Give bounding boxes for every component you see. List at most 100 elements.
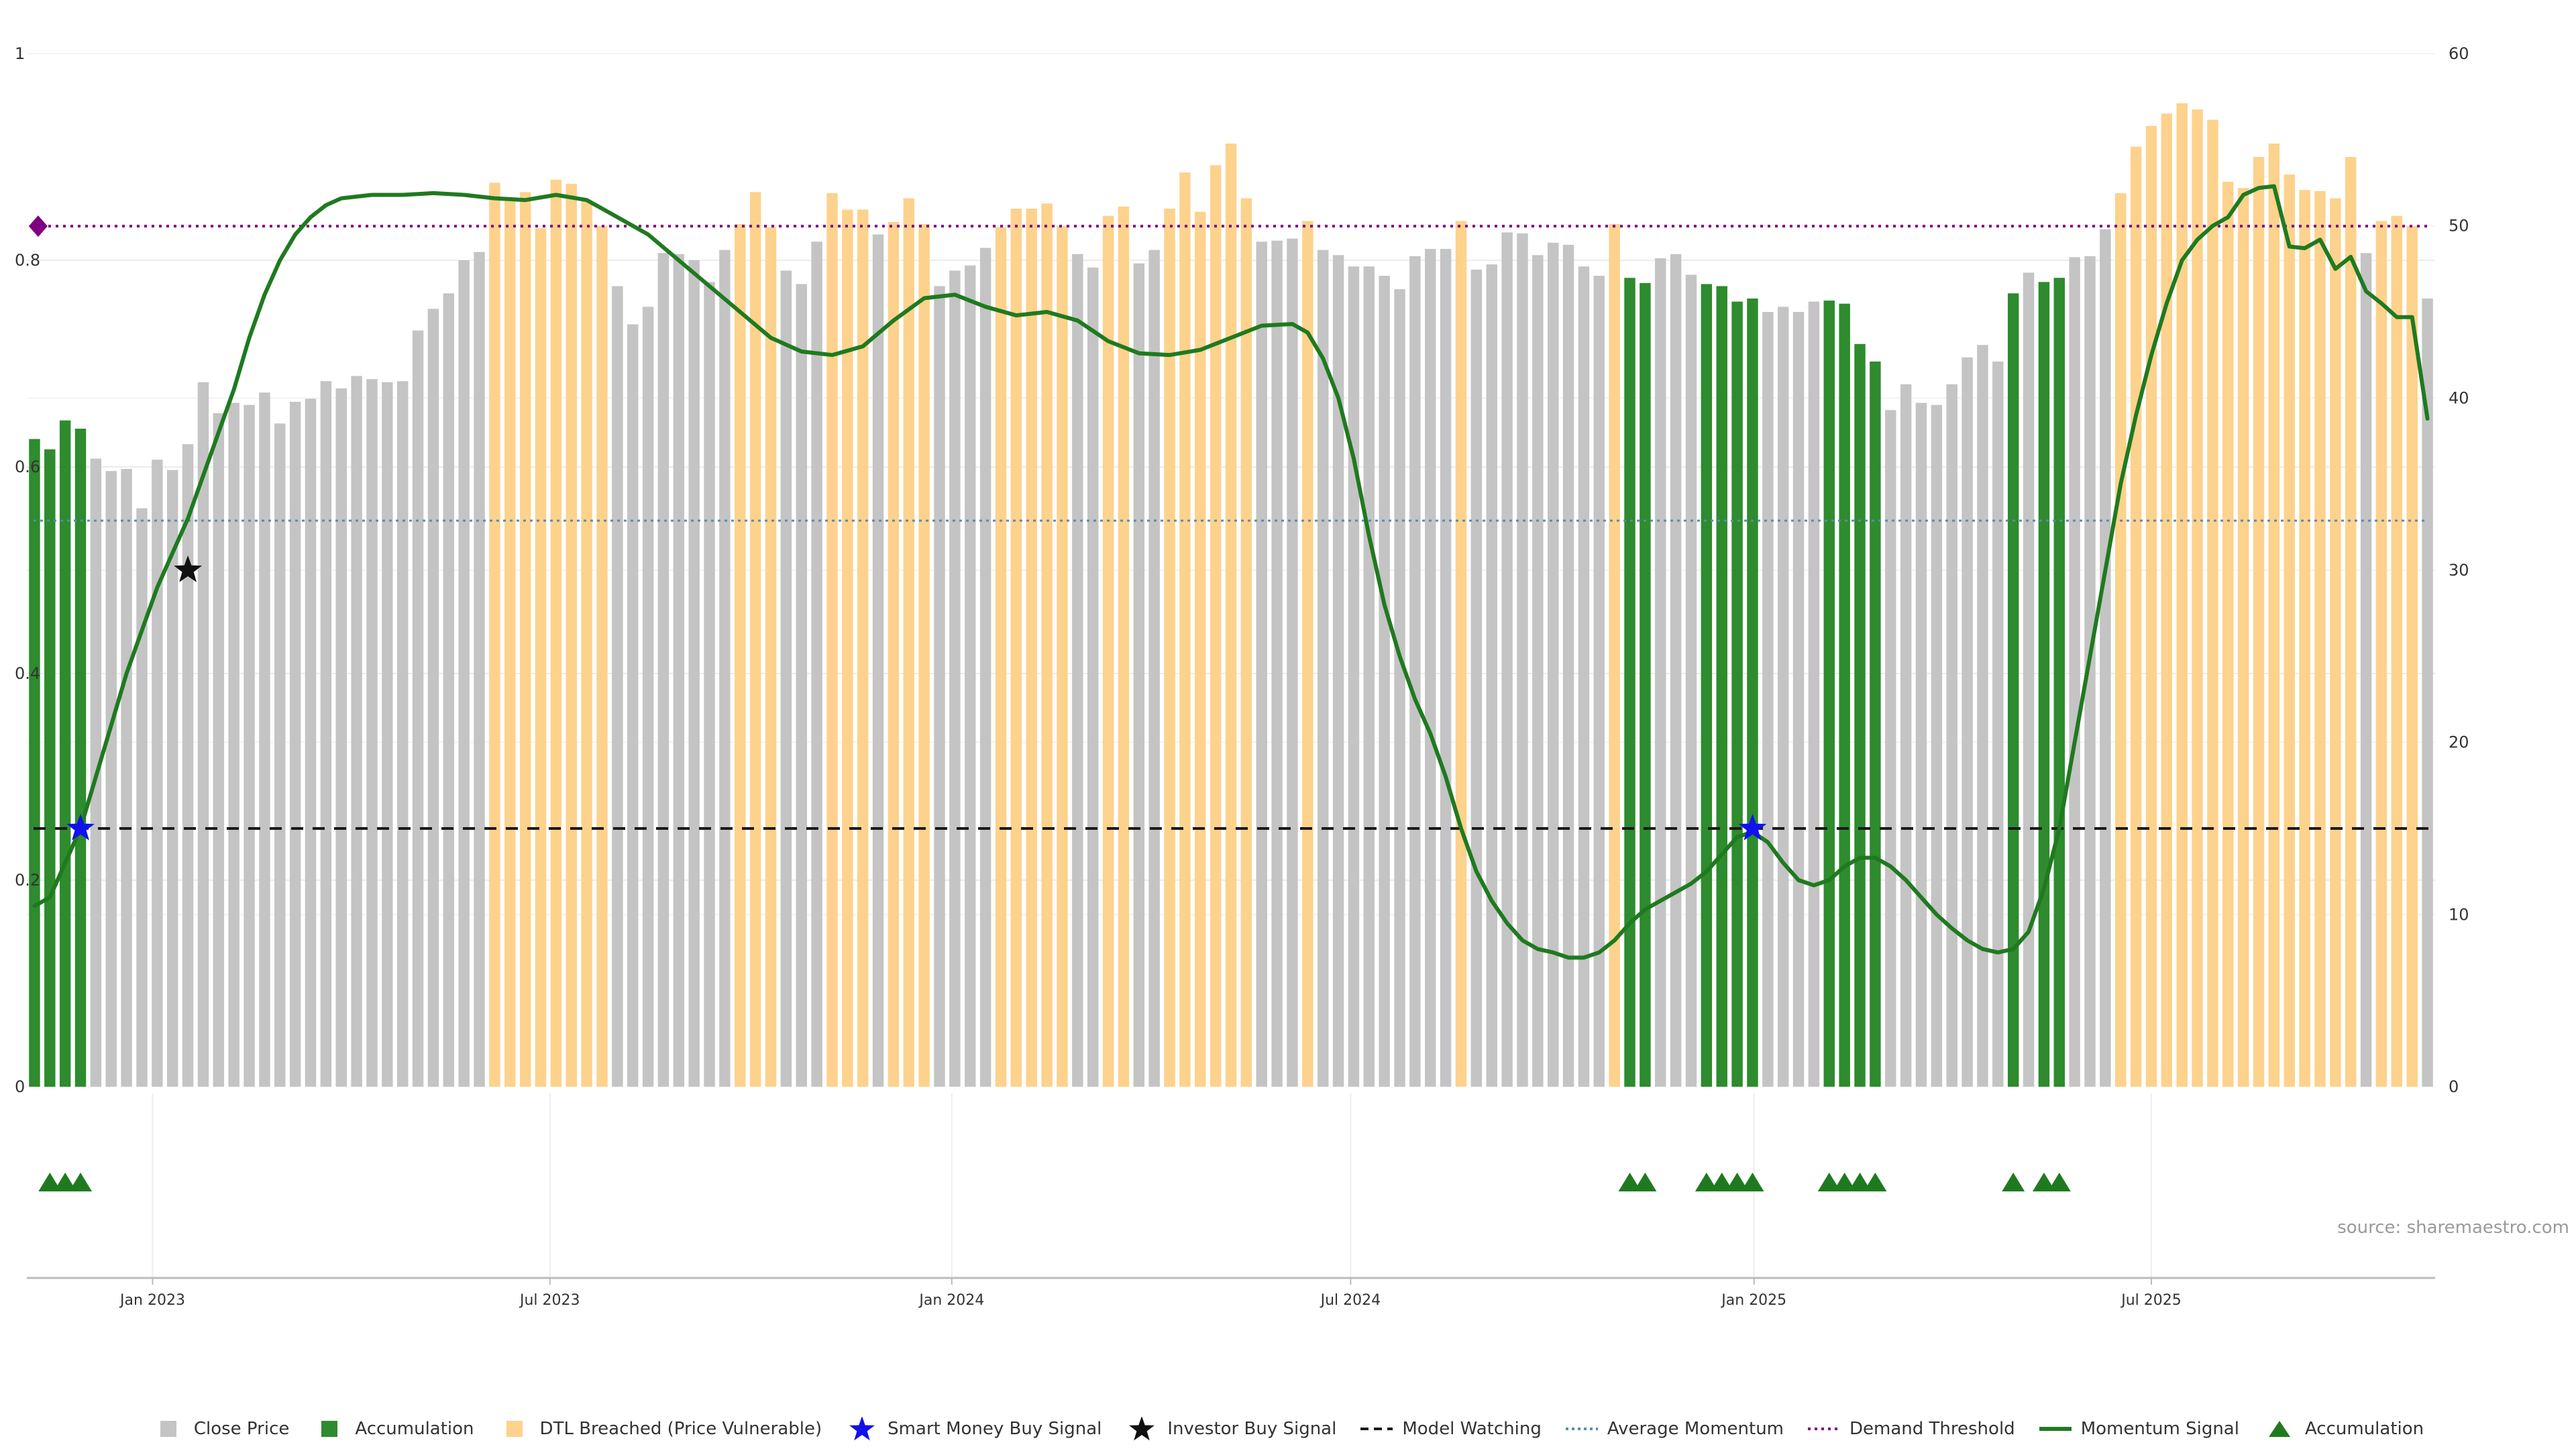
dtl-breached-bar: [2406, 226, 2418, 1087]
close-price-bar: [412, 330, 424, 1087]
close-price-bar: [1486, 264, 1497, 1087]
accumulation-bar: [1870, 361, 1881, 1087]
smart-money-buy-signal-icon: [66, 814, 95, 841]
signal-markers: [28, 215, 1767, 841]
accumulation-bar: [1716, 286, 1727, 1087]
left-axis-tick-label: 0.4: [15, 664, 40, 683]
momentum-signal-line: [32, 184, 2430, 960]
close-price-bar: [351, 376, 362, 1087]
dtl-breached-bar: [1102, 215, 1114, 1087]
close-price-bar: [1777, 307, 1789, 1087]
close-price-bar: [136, 508, 148, 1087]
close-price-bar: [1394, 289, 1405, 1087]
dtl-breached-bar: [1210, 165, 1222, 1087]
accumulation-bar: [2038, 282, 2050, 1087]
close-price-bar: [382, 382, 393, 1087]
close-price-bar: [1363, 266, 1375, 1087]
close-price-bar: [2023, 272, 2035, 1087]
dtl-breached-bar: [2268, 143, 2280, 1087]
right-axis-tick-label: 50: [2449, 217, 2469, 235]
close-price-bar: [1808, 301, 1820, 1087]
dtl-breached-bar: [550, 179, 562, 1087]
right-axis-tick-label: 10: [2449, 905, 2469, 924]
dtl-breached-bar: [2176, 103, 2188, 1087]
legend-swatch-average-momentum-icon: [1565, 1428, 1598, 1430]
close-price-bar: [2084, 256, 2096, 1087]
legend-item-dtl-breached: DTL Breached (Price Vulnerable): [498, 1417, 822, 1441]
dtl-breached-bar: [1240, 198, 1252, 1087]
legend-swatch-accumulation-icon: [321, 1421, 338, 1437]
close-price-bar: [1317, 250, 1329, 1087]
dtl-breached-bar: [2299, 190, 2310, 1087]
x-axis-tick-label: Jan 2023: [119, 1292, 185, 1309]
dtl-breached-bar: [489, 182, 500, 1087]
close-price-bar: [1593, 276, 1605, 1087]
close-price-bar: [1885, 410, 1896, 1087]
close-price-bar: [627, 324, 639, 1087]
accumulation-triangle-icon: [1710, 1173, 1733, 1191]
dtl-breached-bar: [826, 193, 838, 1087]
close-price-bar: [979, 248, 991, 1087]
accumulation-bar: [1854, 343, 1866, 1087]
legend: Close Price Accumulation DTL Breached (Pri…: [0, 1409, 2576, 1449]
close-price-bar: [1992, 361, 2004, 1087]
accumulation-triangle-icon: [1695, 1173, 1718, 1191]
legend-item-average-momentum: Average Momentum: [1565, 1417, 1784, 1441]
accumulation-triangle-icon: [2032, 1173, 2055, 1191]
legend-label: Accumulation: [2304, 1419, 2424, 1439]
accumulation-triangle-icon: [54, 1173, 77, 1191]
close-price-bar: [934, 286, 945, 1087]
dtl-breached-bar: [2284, 174, 2296, 1087]
accumulation-bar: [1731, 301, 1743, 1087]
investor-buy-signal-icon: [174, 555, 202, 582]
dtl-breached-bar: [1455, 221, 1467, 1087]
close-price-bar: [1148, 250, 1160, 1087]
close-price-bar: [213, 413, 225, 1087]
legend-item-investor: Investor Buy Signal: [1126, 1417, 1336, 1441]
accumulation-bar: [1701, 284, 1713, 1087]
dtl-breached-bar: [504, 200, 516, 1087]
dtl-breached-bar: [842, 209, 853, 1087]
legend-item-smart-money: Smart Money Buy Signal: [846, 1417, 1102, 1441]
close-price-bar: [1501, 232, 1513, 1087]
close-price-bar: [289, 401, 301, 1087]
close-price-bar: [872, 234, 884, 1087]
close-price-bar: [2069, 257, 2080, 1087]
legend-item-accumulation-marker: Accumulation: [2263, 1417, 2424, 1441]
dtl-breached-bar: [2345, 157, 2357, 1087]
legend-label: Model Watching: [1402, 1419, 1542, 1439]
close-price-bar: [1072, 254, 1083, 1087]
accumulation-triangle-icon: [1618, 1173, 1642, 1191]
close-price-bar: [1915, 402, 1927, 1087]
accumulation-triangle-icon: [1741, 1173, 1764, 1191]
close-price-bar: [396, 381, 409, 1087]
close-price-bar: [1655, 258, 1666, 1087]
right-axis-tick-label: 20: [2449, 733, 2469, 752]
dtl-breached-bar: [903, 198, 915, 1087]
dtl-breached-bar: [2145, 125, 2157, 1087]
legend-swatch-close-price-icon: [160, 1421, 176, 1437]
close-price-bar: [949, 270, 961, 1087]
close-price-bar: [1977, 345, 1988, 1087]
dtl-breached-bar: [1225, 143, 1237, 1087]
close-price-bar: [244, 405, 255, 1087]
accumulation-bar: [29, 439, 40, 1087]
dtl-breached-bar: [1302, 221, 1313, 1087]
close-price-bar: [1578, 266, 1590, 1087]
accumulation-triangle-icon: [1864, 1173, 1887, 1191]
left-axis-tick-label: 1: [15, 44, 25, 63]
legend-swatch-demand-threshold-icon: [1808, 1428, 1841, 1430]
x-axis-tick-label: Jan 2024: [918, 1292, 984, 1309]
dtl-breached-bar: [519, 192, 531, 1087]
close-price-bar: [1670, 254, 1682, 1087]
right-axis-tick-label: 0: [2449, 1077, 2459, 1096]
close-price-bar: [1409, 256, 1421, 1087]
accumulation-triangle-icon: [69, 1173, 93, 1191]
close-price-bar: [1517, 233, 1528, 1087]
close-price-bar: [965, 265, 976, 1087]
dtl-breached-bar: [749, 192, 761, 1087]
close-price-bar: [673, 254, 685, 1087]
close-price-bar: [657, 253, 669, 1087]
legend-item-model-watching: Model Watching: [1360, 1417, 1542, 1441]
dtl-breached-bar: [1026, 209, 1037, 1087]
